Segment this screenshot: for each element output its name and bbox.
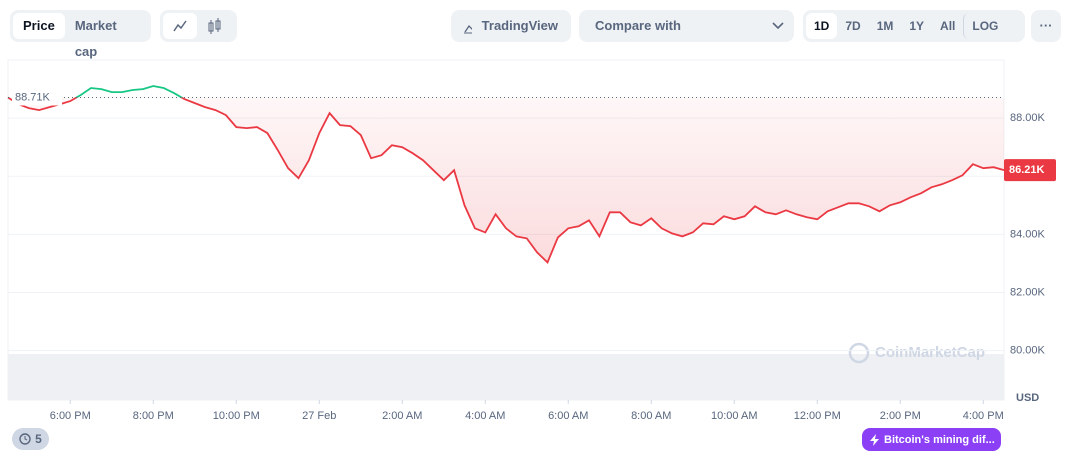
icon [464, 24, 472, 34]
label: TradingView [481, 18, 558, 33]
line [7, 97, 1005, 264]
icon [772, 22, 784, 30]
label: 5 [35, 432, 42, 446]
y-tick-label: 82.00K [1010, 286, 1046, 298]
y-unit: USD [1016, 392, 1039, 404]
y-tick-label: 84.00K [1010, 228, 1046, 240]
icon [208, 18, 221, 34]
more-btn[interactable]: ··· [1031, 10, 1061, 42]
tab[interactable]: Market cap [74, 18, 117, 59]
x-tick-label: 8:00 AM [631, 410, 671, 422]
range-tabs: 1D 7D 1M 1Y All LOG [803, 10, 1025, 42]
news-pill[interactable]: Bitcoin's mining dif... [862, 428, 1001, 451]
tradingview-btn[interactable]: TradingView [451, 10, 571, 42]
area [8, 97, 1004, 263]
volume-band [8, 354, 1004, 400]
compare-select[interactable]: Compare with [579, 10, 794, 42]
range-tab[interactable]: 1D [806, 13, 838, 39]
label: Compare with [595, 18, 681, 33]
range-tab[interactable]: 1M [876, 19, 894, 33]
x-tick-label: 2:00 AM [382, 410, 422, 422]
range-tab[interactable]: 1Y [909, 19, 925, 33]
tab[interactable]: Price [13, 13, 65, 39]
x-tick-label: 2:00 PM [880, 410, 921, 422]
candle-style[interactable] [197, 13, 231, 39]
chart-style [160, 10, 237, 42]
range-tab[interactable]: All [940, 19, 956, 33]
x-tick-label: 27 Feb [302, 410, 336, 422]
last-price-tag [1004, 159, 1056, 182]
label: Bitcoin's mining dif... [884, 433, 995, 446]
reference-label-bg [12, 89, 62, 106]
watermark-logo [848, 342, 870, 364]
watermark: CoinMarketCap [875, 344, 985, 361]
x-tick-label: 12:00 PM [794, 410, 841, 422]
icon [173, 20, 187, 32]
x-tick-label: 8:00 PM [133, 410, 174, 422]
x-tick-label: 4:00 PM [963, 410, 1004, 422]
reference-label: 88.71K [15, 91, 51, 103]
alerts-badge[interactable]: 5 [12, 428, 49, 450]
line-style[interactable] [163, 13, 197, 39]
x-tick-label: 6:00 PM [50, 410, 91, 422]
plot-frame [7, 59, 1005, 401]
range-tab[interactable]: LOG [963, 13, 1006, 39]
x-tick-label: 10:00 PM [213, 410, 260, 422]
x-tick-label: 6:00 AM [548, 410, 588, 422]
icon [19, 433, 31, 445]
x-tick-label: 10:00 AM [711, 410, 757, 422]
y-tick-label: 80.00K [1010, 345, 1046, 357]
price-tabs: Price Market cap [10, 10, 151, 59]
line-up [8, 85, 184, 98]
y-tick-label: 86.00K [1010, 170, 1046, 182]
y-tick-label: 88.00K [1010, 112, 1046, 124]
range-tab[interactable]: 7D [845, 19, 861, 33]
label: ··· [1039, 18, 1053, 33]
x-tick-label: 4:00 AM [465, 410, 505, 422]
last-price-label: 86.21K [1009, 164, 1045, 176]
icon [870, 433, 879, 446]
